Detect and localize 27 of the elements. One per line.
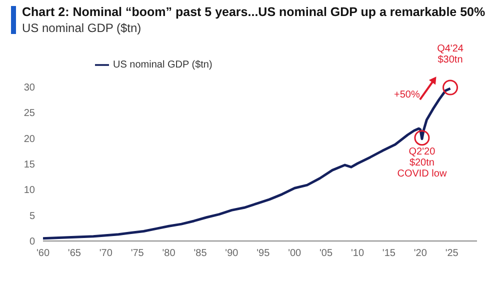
legend-label: US nominal GDP ($tn) xyxy=(113,60,212,71)
annotation: Q4'24 $30tn xyxy=(437,44,464,66)
chart-title: Chart 2: Nominal “boom” past 5 years...US nominal GDP up a remarkable 50% xyxy=(22,5,486,19)
y-tick-label: 20 xyxy=(24,134,36,145)
chart-subtitle: US nominal GDP ($tn) xyxy=(22,21,142,35)
x-tick-label: '95 xyxy=(256,248,270,260)
y-tick-label: 0 xyxy=(29,236,36,248)
x-tick-label: '10 xyxy=(350,248,364,260)
x-tick-label: '60 xyxy=(36,248,50,260)
x-tick-label: '80 xyxy=(162,248,176,260)
annotation: +50% xyxy=(394,90,420,101)
x-tick-label: '25 xyxy=(445,248,459,260)
x-tick-label: '75 xyxy=(130,248,144,260)
annotation: Q2'20 $20tn COVID low xyxy=(397,146,448,180)
x-tick-label: '05 xyxy=(320,248,333,260)
x-tick-label: '90 xyxy=(225,248,239,260)
x-tick-label: '65 xyxy=(68,248,82,260)
x-tick-label: '85 xyxy=(194,248,208,260)
y-tick-label: 15 xyxy=(24,160,36,171)
x-tick-label: '20 xyxy=(414,248,428,260)
x-tick-label: '70 xyxy=(99,248,113,260)
y-tick-label: 5 xyxy=(29,210,36,222)
y-tick-label: 30 xyxy=(24,82,36,94)
y-tick-label: 25 xyxy=(24,108,36,120)
y-tick-label: 10 xyxy=(24,185,36,196)
x-tick-label: '00 xyxy=(288,248,302,260)
x-tick-label: '15 xyxy=(382,248,396,260)
